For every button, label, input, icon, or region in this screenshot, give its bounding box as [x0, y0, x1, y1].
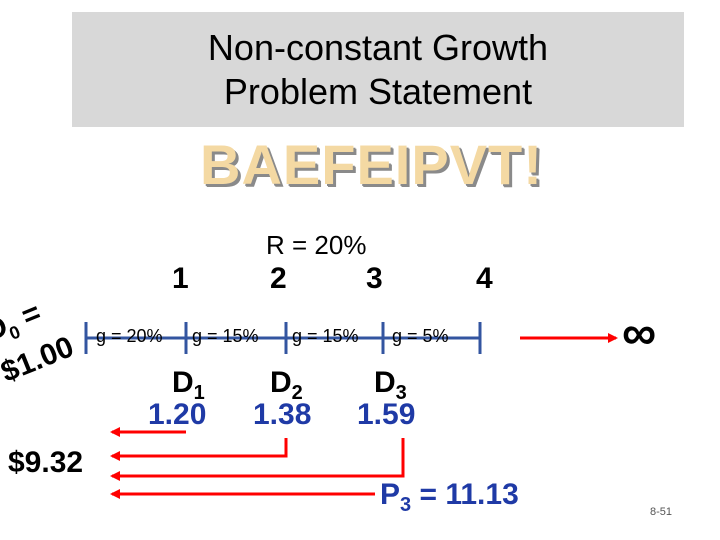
title-line-1: Non-constant Growth [207, 26, 549, 68]
p3-label: P3 = 11.13 [380, 478, 519, 517]
growth-2: g = 15% [192, 326, 259, 346]
title-line-2: Problem Statement [223, 70, 533, 112]
d3-value: 1.59 [357, 398, 416, 431]
growth-3: g = 15% [292, 326, 359, 346]
period-1: 1 [172, 262, 189, 295]
d2-subscript: 2 [291, 382, 303, 404]
d2-value: 1.38 [253, 398, 312, 431]
d1-subscript: 1 [193, 382, 205, 404]
period-3: 3 [366, 262, 383, 295]
p3-subscript: 3 [400, 494, 412, 516]
d1-label: D1 [172, 366, 205, 405]
p3-value: = 11.13 [411, 478, 519, 511]
growth-4: g = 5% [392, 326, 449, 346]
d3-symbol: D [374, 366, 396, 399]
discount-arrow-d3 [110, 438, 405, 481]
slide-number: 8-51 [650, 506, 673, 518]
d3-label: D3 [374, 366, 407, 405]
d1-value: 1.20 [148, 398, 207, 431]
growth-1: g = 20% [96, 326, 163, 346]
title-box: Non-constant Growth Problem Statement [72, 12, 684, 127]
subtitle: BAEFEIPVT! [200, 133, 543, 196]
period-4: 4 [476, 262, 493, 295]
discount-arrow-d2 [110, 438, 288, 461]
d3-subscript: 3 [395, 382, 407, 404]
p3-symbol: P [380, 478, 401, 511]
period-2: 2 [270, 262, 287, 295]
d2-symbol: D [270, 366, 292, 399]
present-value: $9.32 [8, 446, 84, 479]
infinity-symbol: ∞ [622, 307, 657, 360]
d2-label: D2 [270, 366, 303, 405]
rate-label: R = 20% [266, 230, 367, 260]
d1-symbol: D [172, 366, 194, 399]
